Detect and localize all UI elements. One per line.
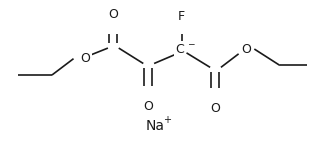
Text: O: O [108, 8, 118, 21]
Text: O: O [80, 52, 90, 65]
Text: +: + [163, 115, 171, 125]
Text: Na: Na [145, 119, 164, 133]
Text: C: C [175, 43, 184, 56]
Text: F: F [178, 10, 185, 23]
Text: O: O [143, 100, 153, 113]
Text: O: O [210, 102, 220, 115]
Text: −: − [187, 40, 194, 49]
Text: O: O [242, 43, 252, 56]
